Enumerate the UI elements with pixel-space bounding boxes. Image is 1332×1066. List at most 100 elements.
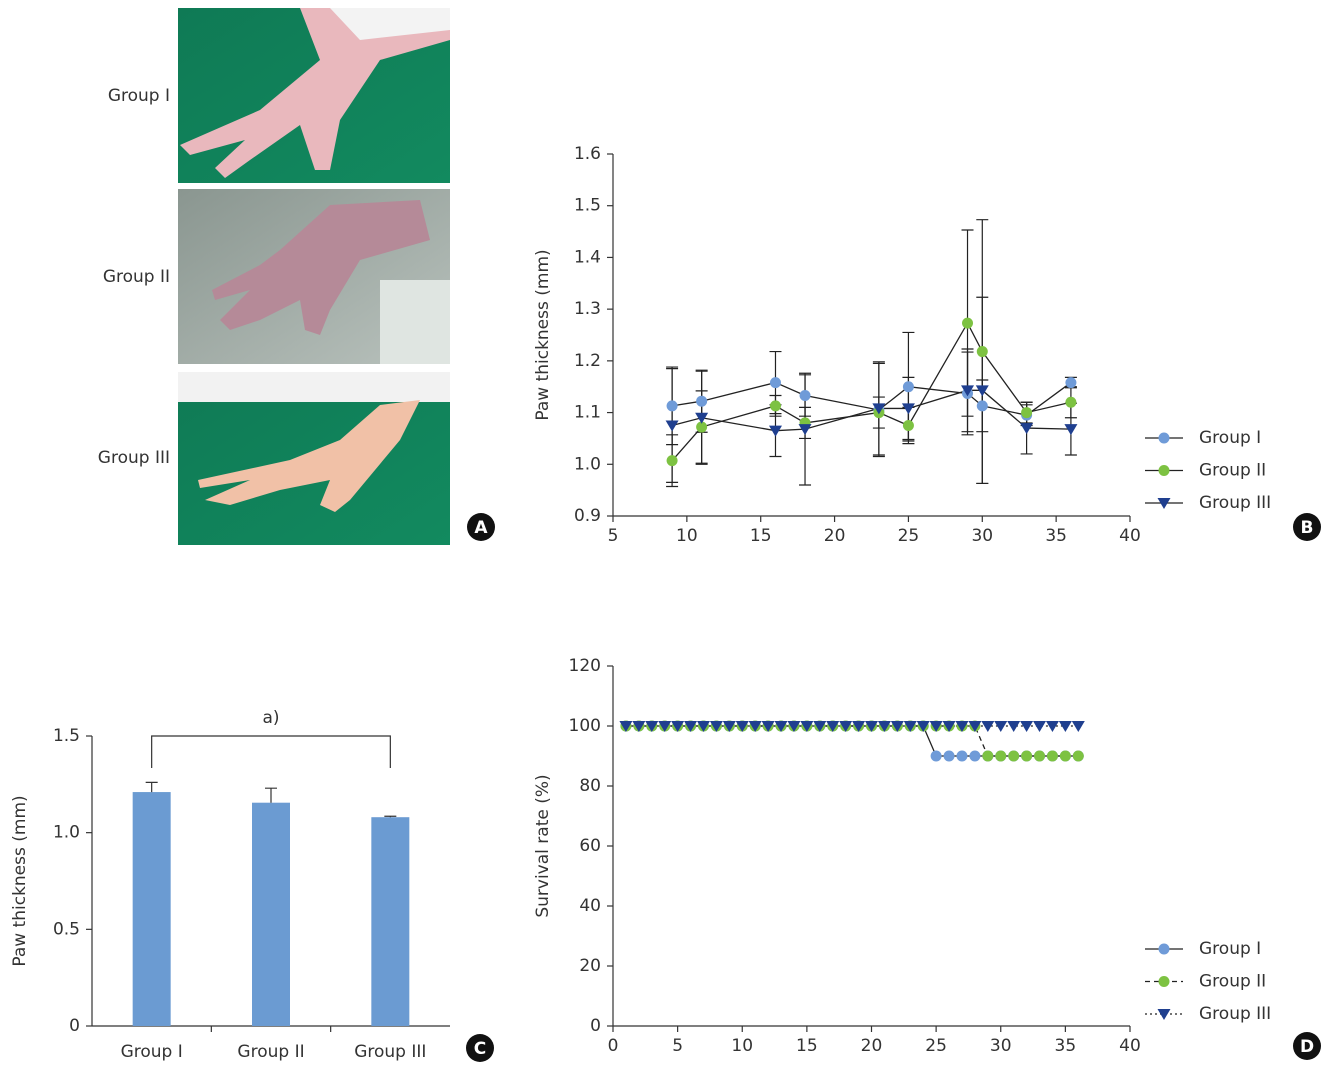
legend-marker [1158,1009,1171,1020]
marker [1008,751,1019,762]
y-tick-label: 0 [69,1016,80,1036]
error-bar [146,782,158,792]
series-line [626,726,1078,756]
marker [1059,721,1072,732]
series-line [672,390,1071,430]
x-tick-label: 40 [1119,1036,1141,1056]
y-tick-label: 1.0 [53,823,80,843]
marker [1007,721,1020,732]
x-tick-label: 35 [1045,526,1067,546]
legend-marker [1159,944,1170,955]
marker [1073,751,1084,762]
panel-label: B [1301,518,1314,538]
marker [1065,397,1076,408]
marker [769,426,782,437]
marker [931,751,942,762]
marker [956,751,967,762]
marker [800,390,811,401]
marker [770,400,781,411]
y-tick-label: 1.6 [574,144,601,164]
x-tick-label: 25 [925,1036,947,1056]
marker [962,318,973,329]
x-tick-label: 40 [1119,526,1141,546]
x-tick-label: 0 [608,1036,619,1056]
legend-label: Group III [1199,493,1271,513]
bracket [152,736,391,768]
x-tick-label: 30 [971,526,993,546]
y-tick-label: 1.2 [574,351,601,371]
y-tick-label: 1.4 [574,247,601,267]
x-tick-label: 35 [1055,1036,1077,1056]
legend-label: Group II [1199,461,1266,481]
legend-label: Group I [1199,428,1261,448]
y-tick-label: 1.3 [574,299,601,319]
x-tick-label: 15 [796,1036,818,1056]
x-tick-label: 25 [898,526,920,546]
x-tick-label: 5 [608,526,619,546]
y-tick-label: 0.9 [574,506,601,526]
x-tick-label: Group II [237,1042,304,1062]
panel-label: C [474,1039,486,1059]
y-tick-label: 1.5 [574,196,601,216]
x-tick-label: 5 [672,1036,683,1056]
y-axis-label: Paw thickness (mm) [533,249,553,420]
photo-label: Group III [98,448,170,468]
figure: Group I Group II Group III A 0.91.01.11.… [0,0,1332,1066]
legend-label: Group III [1199,1004,1271,1024]
photo-group-1 [178,8,450,183]
y-tick-label: 100 [569,716,601,736]
x-tick-label: 20 [824,526,846,546]
marker [1060,751,1071,762]
error-bar [265,788,277,803]
y-tick-label: 0 [590,1016,601,1036]
x-tick-label: Group III [354,1042,426,1062]
y-axis-label: Survival rate (%) [533,774,553,917]
marker [982,751,993,762]
y-tick-label: 60 [579,836,601,856]
legend-marker [1159,976,1170,987]
y-tick-label: 80 [579,776,601,796]
marker [977,400,988,411]
marker [1021,407,1032,418]
marker [1021,751,1032,762]
marker [1033,721,1046,732]
marker [1034,751,1045,762]
marker [666,421,679,432]
y-tick-label: 1.0 [574,454,601,474]
marker [770,377,781,388]
x-tick-label: 30 [990,1036,1012,1056]
bar [371,817,409,1026]
x-tick-label: 20 [861,1036,883,1056]
bar [252,803,290,1026]
y-tick-label: 1.5 [53,726,80,746]
y-tick-label: 0.5 [53,919,80,939]
marker [944,751,955,762]
legend-marker [1159,465,1170,476]
marker [903,420,914,431]
marker [667,400,678,411]
photo-group-3 [178,372,450,545]
x-tick-label: Group I [121,1042,183,1062]
y-tick-label: 120 [569,656,601,676]
marker [1072,721,1085,732]
photo-group-2 [178,189,450,364]
error-bar [384,816,396,817]
marker [903,381,914,392]
photo-label: Group II [103,267,170,287]
annotation: a) [262,708,279,728]
y-tick-label: 20 [579,956,601,976]
marker [1065,377,1076,388]
marker [667,455,678,466]
series-line [672,323,1071,461]
x-tick-label: 10 [731,1036,753,1056]
legend-label: Group II [1199,972,1266,992]
legend-label: Group I [1199,939,1261,959]
series-line [626,726,1078,756]
panel-label: D [1300,1037,1314,1057]
y-tick-label: 40 [579,896,601,916]
bar [133,792,171,1026]
panel-label: A [474,518,488,538]
marker [969,751,980,762]
legend-marker [1159,433,1170,444]
y-axis-label: Paw thickness (mm) [10,795,30,966]
